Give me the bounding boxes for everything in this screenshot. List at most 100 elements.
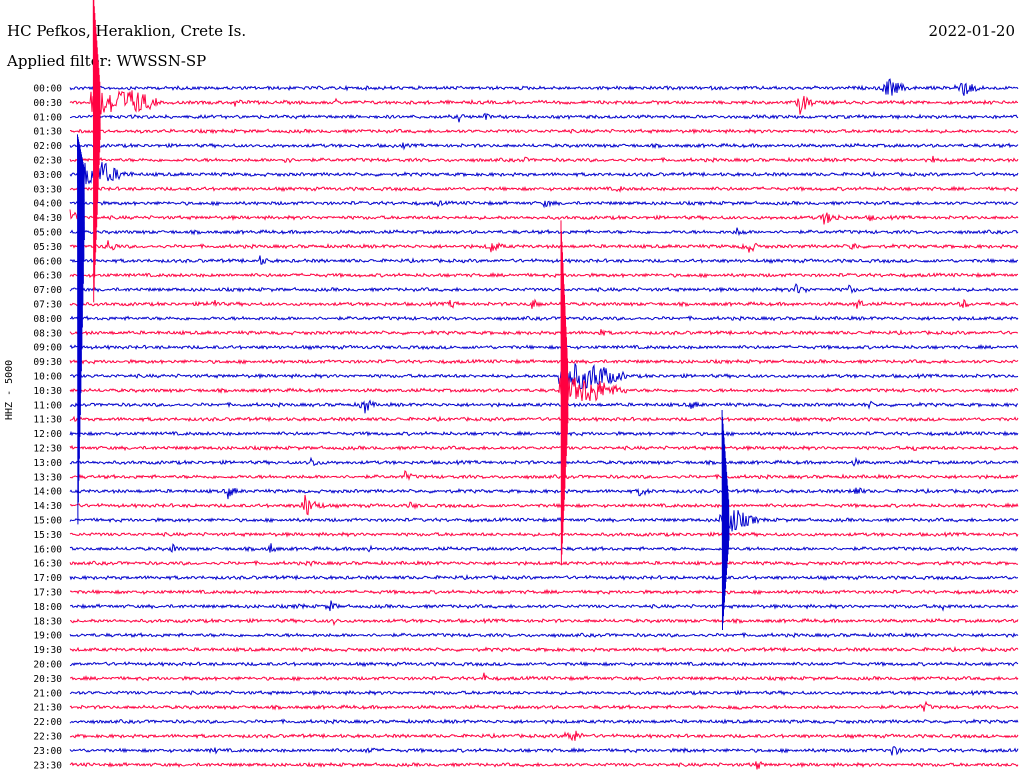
seismic-trace-row <box>69 185 1019 193</box>
seismic-trace-row <box>69 700 1019 712</box>
seismic-trace-row <box>69 142 1019 151</box>
seismic-trace-row <box>69 298 1019 309</box>
row-time-label: 10:00 <box>33 372 62 383</box>
seismic-trace-row <box>69 600 1019 612</box>
seismic-trace-row <box>69 646 1019 653</box>
row-time-label: 04:00 <box>33 199 62 210</box>
row-time-label: 21:00 <box>33 688 62 699</box>
seismic-trace-row <box>69 314 1019 322</box>
row-time-label: 15:30 <box>33 530 62 541</box>
seismic-trace-row <box>69 617 1019 627</box>
row-time-label: 23:00 <box>33 746 62 757</box>
row-time-label: 07:30 <box>33 300 62 311</box>
seismic-trace-row <box>69 745 1019 756</box>
seismic-trace-row <box>69 155 1019 164</box>
row-time-label: 02:00 <box>33 141 62 152</box>
seismic-trace-row <box>69 689 1019 697</box>
seismic-trace-row <box>69 415 1019 423</box>
row-time-label: 06:30 <box>33 271 62 282</box>
row-time-label: 15:00 <box>33 516 62 527</box>
row-time-label: 16:00 <box>33 544 62 555</box>
row-time-label: 17:30 <box>33 588 62 599</box>
seismic-trace-row <box>69 283 1019 294</box>
seismic-trace-row <box>69 730 1019 742</box>
row-time-label: 11:30 <box>33 415 62 426</box>
row-time-label: 01:30 <box>33 127 62 138</box>
large-event-spike <box>560 220 569 566</box>
row-time-label: 00:30 <box>33 98 62 109</box>
seismic-trace-row <box>69 718 1019 725</box>
seismic-trace-row <box>69 456 1019 467</box>
row-time-label: 13:30 <box>33 472 62 483</box>
seismic-trace-row <box>69 363 1019 390</box>
row-time-label: 09:30 <box>33 357 62 368</box>
seismic-trace-row <box>69 199 1019 209</box>
row-time-label: 23:30 <box>33 760 62 771</box>
row-time-label: 18:30 <box>33 616 62 627</box>
row-time-label: 03:00 <box>33 170 62 181</box>
row-time-label: 04:30 <box>33 213 62 224</box>
seismic-trace-row <box>69 240 1019 253</box>
seismic-trace-row <box>69 358 1019 365</box>
seismic-trace-row <box>69 209 1019 225</box>
seismic-trace-row <box>69 127 1019 135</box>
seismic-trace-row <box>69 494 1019 516</box>
seismic-trace-row <box>69 574 1018 581</box>
row-time-label: 16:30 <box>33 559 62 570</box>
large-event-spike <box>721 409 730 631</box>
seismic-trace-row <box>69 329 1019 336</box>
station-title: HC Pefkos, Heraklion, Crete Is. <box>7 22 247 40</box>
row-time-label: 14:30 <box>33 501 62 512</box>
seismic-trace-row <box>69 470 1019 482</box>
seismic-trace-row <box>69 531 1019 538</box>
seismic-trace-row <box>69 399 1019 414</box>
row-time-label: 02:30 <box>33 156 62 167</box>
large-event-spike <box>77 134 85 525</box>
row-time-label: 22:00 <box>33 717 62 728</box>
row-time-label: 08:00 <box>33 314 62 325</box>
row-time-label: 17:00 <box>33 573 62 584</box>
seismic-trace-row <box>69 760 1019 770</box>
seismic-trace-row <box>69 510 1019 532</box>
row-time-label: 20:30 <box>33 674 62 685</box>
row-time-label: 08:30 <box>33 328 62 339</box>
row-time-label: 06:00 <box>33 256 62 267</box>
seismic-trace-row <box>69 543 1019 553</box>
row-time-label: 19:30 <box>33 645 62 656</box>
row-time-label: 22:30 <box>33 732 62 743</box>
seismic-trace-row <box>69 255 1019 265</box>
seismic-trace-row <box>69 90 1019 115</box>
row-time-label: 09:00 <box>33 343 62 354</box>
row-time-label: 00:00 <box>33 84 62 95</box>
seismic-trace-row <box>70 672 1019 682</box>
seismic-trace-row <box>69 377 1019 402</box>
seismic-trace-row <box>69 661 1019 668</box>
seismic-trace-row <box>69 559 1019 568</box>
seismic-trace-row <box>69 162 1019 185</box>
row-time-label: 01:00 <box>33 112 62 123</box>
row-time-label: 20:00 <box>33 660 62 671</box>
seismic-trace-row <box>69 112 1019 123</box>
row-time-label: 05:00 <box>33 228 62 239</box>
row-time-label: 05:30 <box>33 242 62 253</box>
row-time-label: 11:00 <box>33 400 62 411</box>
seismic-trace-row <box>69 227 1019 237</box>
row-time-label: 07:00 <box>33 285 62 296</box>
seismic-trace-row <box>69 271 1018 279</box>
row-time-label: 10:30 <box>33 386 62 397</box>
seismic-trace-row <box>69 444 1019 452</box>
seismic-trace-row <box>69 487 1019 500</box>
seismic-trace-row <box>69 588 1019 596</box>
filter-subtitle: Applied filter: WWSSN-SP <box>7 52 207 70</box>
seismic-trace-row <box>69 430 1019 437</box>
date-label: 2022-01-20 <box>928 22 1015 40</box>
row-time-label: 21:30 <box>33 703 62 714</box>
large-event-spike <box>92 0 101 303</box>
row-time-label: 12:30 <box>33 444 62 455</box>
row-time-label: 13:00 <box>33 458 62 469</box>
seismic-trace-row <box>69 78 1019 96</box>
row-time-label: 14:00 <box>33 487 62 498</box>
row-time-label: 03:30 <box>33 184 62 195</box>
row-time-label: 12:00 <box>33 429 62 440</box>
